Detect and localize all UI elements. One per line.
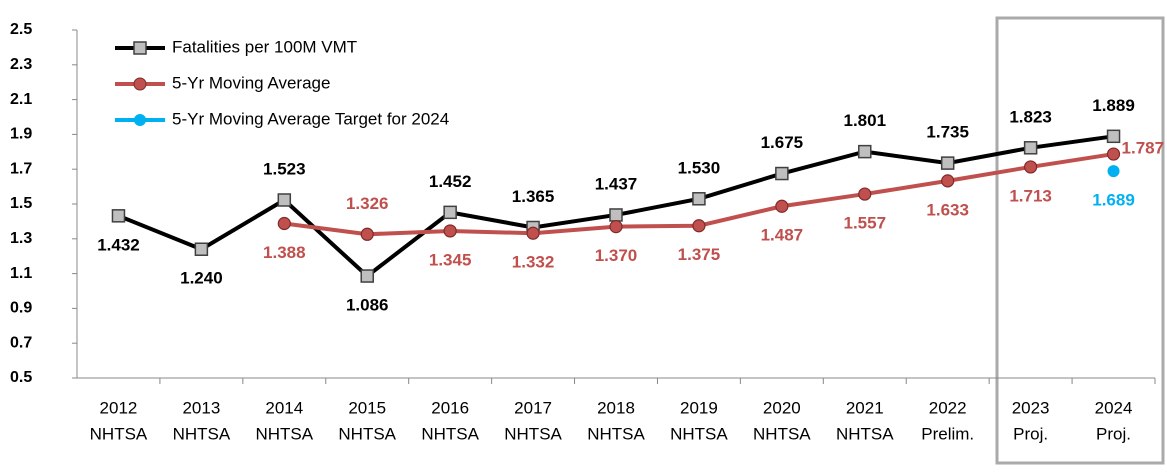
y-tick-label: 2.3: [10, 56, 32, 73]
legend-marker: [134, 114, 146, 126]
x-tick-label: 2018: [597, 398, 635, 417]
data-label: 1.432: [97, 235, 140, 254]
data-point: [360, 269, 374, 283]
data-label: 1.557: [843, 214, 886, 233]
data-label: 1.675: [761, 133, 804, 152]
x-tick-label: 2014: [265, 398, 303, 417]
y-tick-label: 2.1: [10, 91, 32, 108]
data-label: 1.487: [761, 226, 804, 245]
data-point: [692, 219, 706, 233]
data-label: 1.375: [678, 245, 721, 264]
data-label: 1.240: [180, 269, 223, 288]
x-tick-label: 2015: [348, 398, 386, 417]
y-tick-label: 2.5: [10, 21, 32, 38]
data-point: [277, 216, 291, 231]
data-point: [775, 166, 789, 181]
y-tick-label: 1.9: [10, 126, 32, 143]
data-label: 1.713: [1009, 186, 1052, 205]
x-tick-label: NHTSA: [421, 424, 479, 443]
data-label: 1.530: [678, 158, 721, 177]
legend-label: 5-Yr Moving Average: [172, 73, 330, 92]
y-tick-label: 1.1: [10, 265, 32, 282]
data-point: [609, 220, 623, 234]
y-tick-label: 0.9: [10, 300, 32, 317]
x-tick-label: 2013: [182, 398, 220, 417]
legend-marker: [133, 41, 147, 55]
data-point: [111, 209, 126, 223]
data-label: 1.633: [926, 200, 969, 219]
x-tick-label: Proj.: [1013, 424, 1048, 443]
data-point: [1106, 129, 1121, 144]
x-tick-label: 2022: [929, 398, 967, 417]
data-point: [1107, 165, 1120, 178]
data-label: 1.801: [843, 111, 886, 130]
data-label: 1.735: [926, 123, 969, 142]
x-tick-label: NHTSA: [587, 424, 645, 443]
legend-label: Fatalities per 100M VMT: [172, 37, 357, 56]
y-tick-label: 1.5: [10, 195, 32, 212]
data-label: 1.365: [512, 187, 555, 206]
x-tick-label: Prelim.: [921, 424, 974, 443]
data-point: [1023, 141, 1038, 155]
data-label: 1.787: [1122, 139, 1165, 158]
data-point: [277, 193, 292, 207]
x-tick-label: 2019: [680, 398, 718, 417]
x-tick-label: NHTSA: [255, 424, 313, 443]
data-point: [443, 205, 457, 220]
x-tick-label: 2020: [763, 398, 801, 417]
data-point: [1106, 147, 1121, 161]
x-tick-label: NHTSA: [753, 424, 811, 443]
x-tick-label: NHTSA: [504, 424, 562, 443]
projection-box: [995, 16, 1165, 465]
data-point: [1024, 160, 1038, 174]
x-tick-label: NHTSA: [338, 424, 396, 443]
data-point: [940, 156, 955, 170]
data-point: [858, 187, 872, 201]
legend-label: 5-Yr Moving Average Target for 2024: [172, 109, 449, 128]
data-label: 1.332: [512, 253, 555, 272]
data-point: [443, 224, 457, 238]
data-label: 1.370: [595, 246, 638, 265]
y-tick-label: 1.3: [10, 230, 32, 247]
y-tick-label: 0.7: [10, 334, 32, 351]
data-label: 1.889: [1092, 96, 1135, 115]
data-point: [692, 192, 706, 206]
x-tick-label: Proj.: [1096, 424, 1131, 443]
x-tick-label: 2023: [1012, 398, 1050, 417]
data-label: 1.437: [595, 174, 638, 193]
data-label: 1.326: [346, 194, 389, 213]
y-tick-label: 0.5: [10, 369, 32, 386]
x-tick-label: 2012: [100, 398, 138, 417]
x-tick-label: NHTSA: [173, 424, 231, 443]
data-label: 1.086: [346, 296, 389, 315]
data-point: [360, 227, 374, 241]
data-point: [941, 174, 955, 188]
legend-marker: [133, 77, 147, 91]
data-label: 1.823: [1009, 107, 1052, 126]
data-label: 1.452: [429, 172, 472, 191]
x-tick-label: NHTSA: [670, 424, 728, 443]
y-tick-label: 1.7: [10, 160, 32, 177]
data-label: 1.388: [263, 243, 306, 262]
data-point: [526, 226, 540, 240]
x-tick-label: NHTSA: [836, 424, 894, 443]
data-point: [858, 144, 872, 159]
x-tick-label: 2024: [1095, 398, 1133, 417]
data-label: 1.689: [1092, 191, 1135, 210]
data-point: [194, 242, 209, 256]
data-point: [609, 208, 623, 222]
x-tick-label: 2017: [514, 398, 552, 417]
data-label: 1.345: [429, 250, 472, 269]
x-tick-label: 2016: [431, 398, 469, 417]
data-label: 1.523: [263, 159, 306, 178]
x-tick-label: NHTSA: [90, 424, 148, 443]
data-point: [775, 199, 789, 213]
x-tick-label: 2021: [846, 398, 884, 417]
